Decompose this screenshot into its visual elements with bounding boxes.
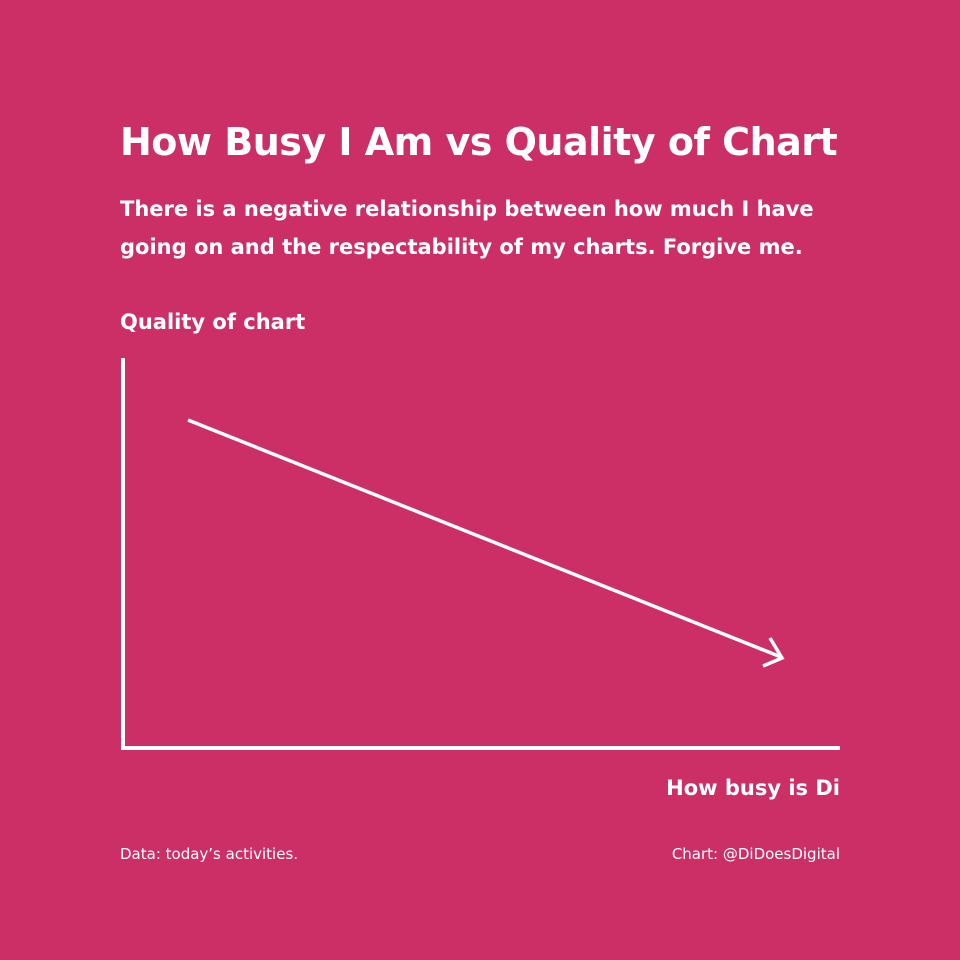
trend-arrow xyxy=(187,418,782,659)
x-axis-label: How busy is Di xyxy=(666,776,840,800)
credit-note: Chart: @DiDoesDigital xyxy=(671,845,840,863)
chart-title: How Busy I Am vs Quality of Chart xyxy=(120,120,838,164)
y-axis-label: Quality of chart xyxy=(120,310,306,334)
source-note: Data: today’s activities. xyxy=(120,845,299,863)
chart-subtitle: There is a negative relationship between… xyxy=(120,197,814,259)
arrow-head xyxy=(762,637,785,668)
